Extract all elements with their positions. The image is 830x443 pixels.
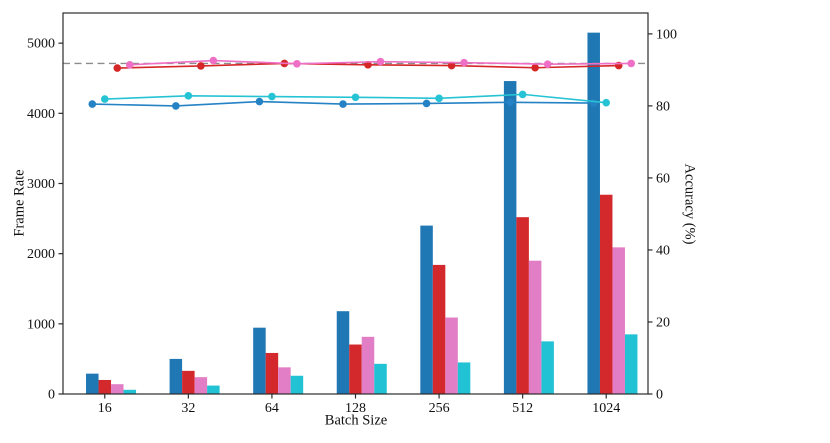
marker-pink-line-128: [376, 57, 385, 66]
marker-blue-line-512: [506, 98, 514, 107]
marker-blue-line-16: [88, 100, 97, 108]
y-right-tick-label: 60: [656, 171, 670, 186]
bar-red-bars-512: [516, 217, 529, 394]
y-right-tick-label: 80: [656, 99, 670, 114]
marker-cyan-line-128: [351, 93, 360, 102]
marker-blue-line-64: [255, 97, 264, 106]
bar-cyan-bars-256: [457, 362, 471, 394]
marker-blue-line-128: [339, 100, 347, 108]
bar-red-bars-1024: [599, 194, 613, 394]
bar-blue-bars-32: [169, 358, 183, 394]
x-tick-label: 64: [265, 401, 279, 416]
marker-pink-line-16: [125, 61, 134, 69]
bar-pink-bars-16: [111, 384, 124, 394]
y-left-tick-label: 0: [48, 388, 55, 403]
bar-blue-bars-512: [503, 81, 517, 394]
y-left-tick-label: 4000: [27, 107, 55, 122]
x-tick-label: 32: [181, 401, 195, 416]
x-tick-label: 16: [98, 401, 112, 416]
marker-red-line-128: [364, 61, 372, 69]
bar-pink-bars-1024: [612, 247, 625, 394]
bar-blue-bars-1024: [587, 32, 600, 395]
bar-cyan-bars-64: [290, 375, 304, 394]
x-tick-label: 128: [345, 401, 366, 416]
bar-cyan-bars-32: [207, 385, 220, 394]
y-right-tick-label: 40: [656, 243, 670, 258]
marker-cyan-line-32: [184, 92, 193, 100]
marker-cyan-line-512: [518, 90, 527, 99]
marker-red-line-512: [531, 63, 539, 72]
marker-pink-line-64: [293, 59, 301, 68]
plot-frame: [62, 12, 649, 395]
bar-pink-bars-256: [445, 317, 458, 394]
marker-pink-line-256: [460, 58, 468, 67]
marker-blue-line-256: [422, 99, 431, 108]
bar-pink-bars-32: [194, 377, 208, 394]
marker-cyan-line-16: [100, 95, 109, 103]
bar-red-bars-128: [349, 344, 362, 394]
bar-pink-bars-128: [361, 336, 375, 394]
bar-pink-bars-64: [278, 367, 291, 394]
marker-pink-line-32: [209, 56, 218, 65]
y-axis-label-right: Accuracy (%): [681, 163, 698, 245]
bar-pink-bars-512: [528, 260, 542, 394]
x-tick-label: 256: [429, 401, 450, 416]
y-left-tick-label: 1000: [27, 317, 55, 332]
bar-cyan-bars-128: [374, 363, 387, 394]
bar-blue-bars-64: [253, 327, 266, 394]
marker-red-line-256: [447, 61, 456, 70]
x-tick-label: 512: [512, 401, 533, 416]
bar-red-bars-32: [182, 370, 195, 394]
bar-red-bars-64: [265, 352, 279, 394]
y-right-tick-label: 0: [656, 388, 663, 403]
y-right-tick-label: 20: [656, 315, 670, 330]
y-right-tick-label: 100: [656, 27, 677, 42]
marker-pink-line-1024: [627, 59, 636, 68]
bar-blue-bars-16: [86, 373, 99, 394]
marker-red-line-16: [113, 64, 122, 72]
marker-cyan-line-64: [268, 92, 276, 101]
y-left-tick-label: 5000: [27, 37, 55, 52]
marker-cyan-line-1024: [602, 98, 611, 107]
x-axis-label: Batch Size: [324, 412, 388, 429]
y-left-tick-label: 2000: [27, 247, 55, 262]
marker-pink-line-512: [543, 60, 552, 68]
x-tick-label: 1024: [592, 401, 620, 416]
marker-red-line-32: [197, 62, 205, 70]
marker-cyan-line-256: [435, 94, 443, 103]
bar-red-bars-16: [98, 379, 112, 394]
bar-cyan-bars-16: [123, 389, 137, 394]
bar-blue-bars-256: [420, 225, 433, 394]
bar-cyan-bars-512: [541, 341, 554, 394]
bar-blue-bars-128: [336, 311, 350, 394]
marker-blue-line-32: [172, 102, 180, 110]
bar-cyan-bars-1024: [624, 334, 638, 394]
y-axis-label-left: Frame Rate: [11, 169, 28, 237]
y-left-tick-label: 3000: [27, 177, 55, 192]
bar-red-bars-256: [432, 264, 446, 394]
